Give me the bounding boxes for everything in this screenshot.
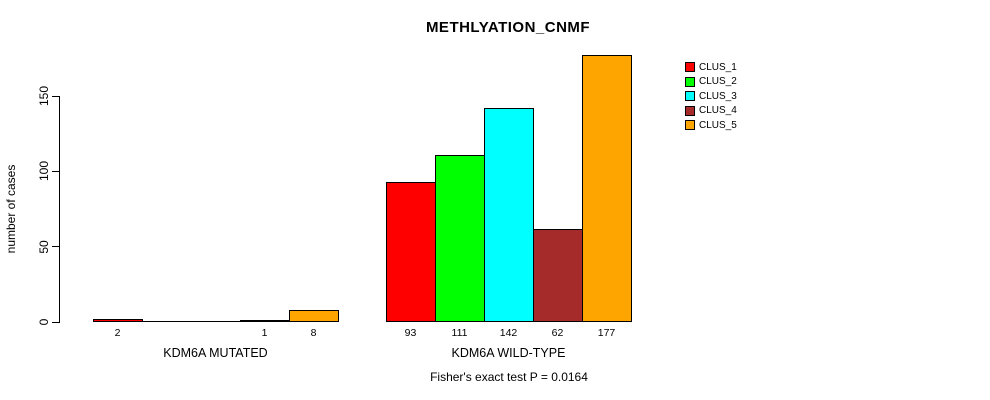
legend-color-swatch	[685, 91, 695, 102]
bar-clus_4-group1	[240, 320, 290, 322]
bar-value-label: 1	[261, 327, 268, 339]
y-axis-tick-label: 0	[37, 318, 51, 326]
legend-label: CLUS_5	[699, 119, 737, 131]
bar-value-label: 2	[114, 327, 121, 339]
bar-clus_5-group1	[289, 310, 339, 322]
bar-value-label: 142	[499, 327, 518, 339]
bar-value-label: 177	[597, 327, 616, 339]
fisher-exact-test-annotation: Fisher's exact test P = 0.0164	[430, 370, 588, 384]
y-axis-tick	[52, 321, 59, 323]
legend-item-clus_2: CLUS_2	[685, 75, 737, 90]
y-axis-tick-label: 50	[37, 239, 51, 254]
y-axis-title: number of cases	[4, 164, 18, 254]
legend-item-clus_4: CLUS_4	[685, 104, 737, 119]
legend-label: CLUS_3	[699, 90, 737, 102]
bar-clus_5-group2	[582, 55, 632, 322]
x-axis-baseline	[93, 321, 339, 322]
y-axis-line	[59, 96, 60, 323]
legend-item-clus_3: CLUS_3	[685, 89, 737, 104]
legend-color-swatch	[685, 76, 695, 87]
legend-item-clus_1: CLUS_1	[685, 60, 737, 75]
bar-value-label: 93	[404, 327, 417, 339]
legend-label: CLUS_2	[699, 76, 737, 88]
legend-color-swatch	[685, 62, 695, 73]
bar-value-label: 8	[310, 327, 317, 339]
chart-title: METHLYATION_CNMF	[425, 19, 591, 36]
bar-clus_3-group2	[484, 108, 534, 322]
bar-clus_1-group1	[93, 319, 143, 322]
y-axis-tick	[52, 246, 59, 248]
group-label-kdm6a-mutated: KDM6A MUTATED	[163, 346, 268, 360]
y-axis-tick	[52, 95, 59, 97]
y-axis-tick-label: 100	[37, 161, 51, 182]
bar-value-label: 111	[451, 327, 468, 339]
y-axis-tick-label: 150	[37, 85, 51, 107]
bar-clus_4-group2	[533, 229, 583, 322]
legend-label: CLUS_4	[699, 105, 737, 117]
legend-label: CLUS_1	[699, 61, 737, 73]
legend-color-swatch	[685, 120, 695, 131]
bar-clus_1-group2	[386, 182, 436, 322]
legend-color-swatch	[685, 105, 695, 116]
bar-clus_2-group2	[435, 155, 485, 322]
y-axis-tick	[52, 170, 59, 172]
legend-item-clus_5: CLUS_5	[685, 118, 737, 133]
group-label-kdm6a-wild-type: KDM6A WILD-TYPE	[451, 346, 566, 360]
bar-value-label: 62	[551, 327, 564, 339]
legend: CLUS_1 CLUS_2 CLUS_3 CLUS_4 CLUS_5	[685, 60, 737, 133]
